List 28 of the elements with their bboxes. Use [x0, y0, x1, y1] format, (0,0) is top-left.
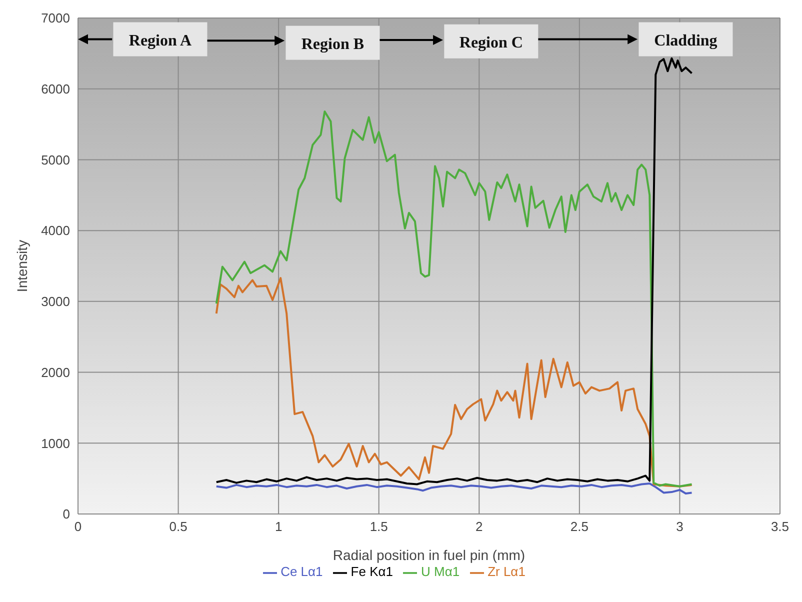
x-tick-label: 3.5: [770, 519, 790, 534]
legend-label: Zr Lα1: [488, 564, 526, 579]
x-tick-label: 2.5: [570, 519, 588, 534]
y-axis-title: Intensity: [14, 240, 30, 292]
annotation: Region A: [128, 32, 192, 50]
y-tick-label: 5000: [41, 152, 70, 168]
legend-label: U Mα1: [420, 564, 460, 579]
x-axis-title: Radial position in fuel pin (mm): [332, 547, 526, 563]
y-tick-label: 1000: [41, 436, 70, 451]
line-series: [215, 277, 693, 488]
line-series: [215, 482, 693, 494]
x-tick-label: 1.5: [370, 519, 388, 534]
annotation: Region C: [459, 34, 523, 52]
y-tick-label: 7000: [41, 10, 70, 26]
y-tick-label: 4000: [41, 223, 70, 238]
legend-label: Ce Lα1: [280, 564, 323, 579]
annotation: Cladding: [654, 32, 718, 50]
y-tick-label: 3000: [41, 294, 70, 310]
x-tick-label: 0.5: [169, 519, 188, 534]
x-tick-label: 0: [74, 519, 82, 534]
y-tick-label: 0: [62, 506, 70, 522]
x-tick-label: 3: [676, 519, 684, 534]
x-tick-label: 2: [476, 519, 483, 534]
legend-label: Fe Kα1: [350, 564, 393, 579]
y-tick-label: 2000: [41, 364, 70, 380]
x-tick-label: 1: [274, 519, 282, 534]
y-tick-label: 6000: [41, 81, 70, 96]
annotation: Region B: [301, 36, 364, 53]
